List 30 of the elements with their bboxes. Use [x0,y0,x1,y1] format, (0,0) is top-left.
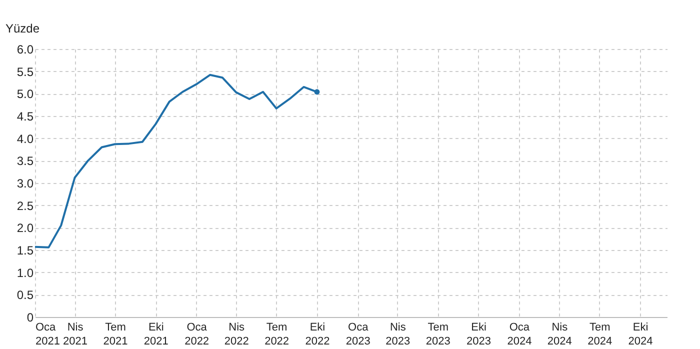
x-tick-label: Tem 2024 [588,322,612,348]
y-tick-label: 5.5 [16,64,34,79]
y-tick-label: 3.0 [16,176,34,190]
y-tick-label: 2.5 [16,198,34,213]
x-tick-label: Eki 2024 [628,322,653,348]
x-tick-label: Nis 2024 [547,322,572,348]
x-tick-label: Nis 2021 [63,322,88,348]
y-tick-label: 6.0 [16,42,34,56]
x-tick-label: Oca 2022 [184,322,210,348]
x-tick-label: Tem 2021 [103,322,128,348]
x-tick-label: Oca 2024 [507,322,532,348]
x-tick-label: Oca 2021 [36,322,60,348]
x-tick-label: Nis 2022 [224,322,249,348]
y-tick-label: 2.0 [16,221,34,236]
y-tick-label: 0.5 [16,288,34,302]
x-tick-label: Eki 2022 [305,322,330,348]
x-tick-label: Oca 2023 [346,322,370,348]
y-tick-label: 1.0 [16,266,34,280]
y-axis-title: Yüzde [6,22,40,36]
x-tick-label: Eki 2021 [144,322,168,348]
y-tick-label: 5.0 [16,87,34,102]
x-tick-label: Nis 2023 [386,322,410,348]
y-tick-label: 4.0 [16,132,34,146]
x-tick-label: Eki 2023 [466,322,492,348]
y-tick-label: 1.5 [16,244,34,258]
x-tick-label: Tem 2022 [264,322,290,348]
y-tick-label: 3.5 [16,154,34,168]
y-tick-label: 0 [26,310,34,324]
x-tick-label: Tem 2023 [426,322,450,348]
y-tick-label: 4.5 [16,110,34,124]
